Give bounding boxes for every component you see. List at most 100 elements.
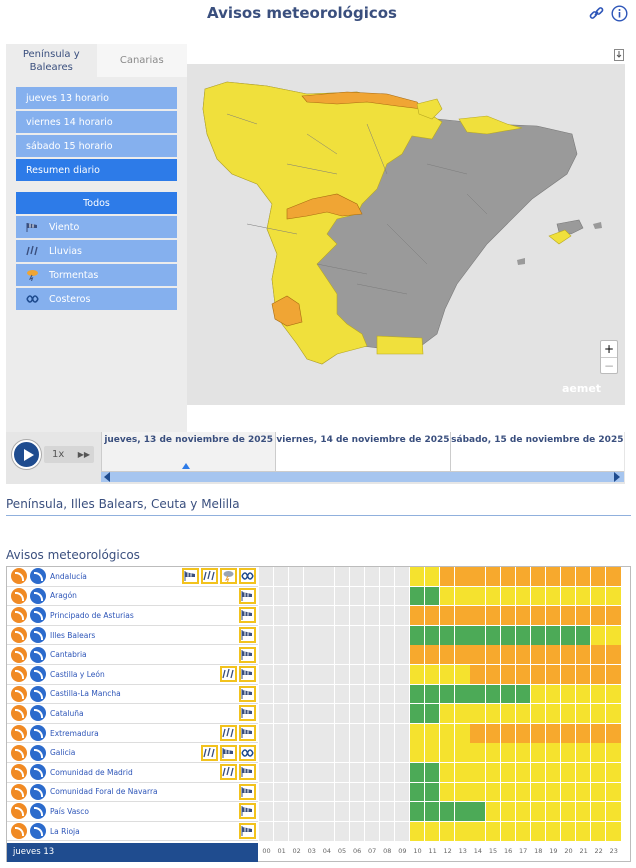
hour-cell[interactable] bbox=[455, 763, 470, 782]
hour-cell[interactable] bbox=[485, 665, 500, 684]
hour-cell[interactable] bbox=[274, 586, 289, 606]
hour-cell[interactable] bbox=[576, 567, 591, 586]
hour-cell[interactable] bbox=[304, 645, 319, 665]
region-name-link[interactable]: Illes Balears bbox=[50, 630, 96, 640]
hour-cell[interactable] bbox=[319, 763, 334, 782]
hour-cell[interactable] bbox=[364, 645, 379, 665]
hour-cell[interactable] bbox=[319, 743, 334, 763]
hour-cell[interactable] bbox=[470, 802, 485, 821]
region-name-link[interactable]: Andalucía bbox=[50, 571, 87, 581]
hour-cell[interactable] bbox=[576, 763, 591, 782]
hour-cell[interactable] bbox=[576, 625, 591, 645]
hour-cell[interactable] bbox=[364, 567, 379, 586]
rss-icon[interactable] bbox=[11, 823, 27, 840]
hour-cell[interactable] bbox=[545, 567, 561, 586]
hour-cell[interactable] bbox=[289, 665, 304, 684]
hour-cell[interactable] bbox=[470, 606, 485, 625]
hour-cell[interactable] bbox=[319, 665, 334, 684]
hour-cell[interactable] bbox=[455, 821, 470, 841]
hour-cell[interactable] bbox=[561, 802, 576, 821]
hour-cell[interactable] bbox=[394, 802, 410, 821]
hour-cell[interactable] bbox=[425, 704, 440, 723]
storm-icon[interactable] bbox=[220, 568, 237, 585]
hour-cell[interactable] bbox=[455, 723, 470, 743]
hour-cell[interactable] bbox=[304, 802, 319, 821]
hour-cell[interactable] bbox=[440, 567, 455, 586]
hour-cell[interactable] bbox=[576, 802, 591, 821]
hour-cell[interactable] bbox=[289, 763, 304, 782]
hour-cell[interactable] bbox=[470, 586, 485, 606]
hour-cell[interactable] bbox=[576, 821, 591, 841]
hour-cell[interactable] bbox=[591, 821, 606, 841]
hour-cell[interactable] bbox=[561, 586, 576, 606]
hour-cell[interactable] bbox=[545, 723, 561, 743]
feed-icon[interactable] bbox=[30, 607, 46, 624]
hour-cell[interactable] bbox=[530, 567, 546, 586]
hour-cell[interactable] bbox=[425, 606, 440, 625]
feed-icon[interactable] bbox=[30, 705, 46, 722]
hour-cell[interactable] bbox=[576, 645, 591, 665]
wind-icon[interactable] bbox=[239, 646, 256, 663]
hour-cell[interactable] bbox=[500, 625, 515, 645]
hour-cell[interactable] bbox=[349, 665, 364, 684]
hour-cell[interactable] bbox=[515, 763, 530, 782]
hour-cell[interactable] bbox=[304, 704, 319, 723]
hour-cell[interactable] bbox=[379, 763, 395, 782]
region-name-link[interactable]: Cantabria bbox=[50, 650, 87, 660]
hour-cell[interactable] bbox=[425, 567, 440, 586]
hour-cell[interactable] bbox=[606, 567, 621, 586]
hour-cell[interactable] bbox=[470, 763, 485, 782]
hour-cell[interactable] bbox=[500, 743, 515, 763]
feed-icon[interactable] bbox=[30, 803, 46, 820]
hour-cell[interactable] bbox=[515, 782, 530, 802]
hour-cell[interactable] bbox=[591, 743, 606, 763]
hour-cell[interactable] bbox=[485, 645, 500, 665]
zoom-in-button[interactable]: + bbox=[603, 342, 615, 356]
hour-cell[interactable] bbox=[274, 743, 289, 763]
hour-cell[interactable] bbox=[440, 684, 455, 704]
hour-cell[interactable] bbox=[591, 684, 606, 704]
hour-cell[interactable] bbox=[410, 606, 425, 625]
hour-cell[interactable] bbox=[379, 645, 395, 665]
hour-cell[interactable] bbox=[379, 723, 395, 743]
day-tab-viernes[interactable]: viernes, 14 de noviembre de 2025 bbox=[275, 432, 450, 471]
hour-cell[interactable] bbox=[455, 625, 470, 645]
hour-cell[interactable] bbox=[530, 665, 546, 684]
feed-icon[interactable] bbox=[30, 627, 46, 644]
hour-cell[interactable] bbox=[274, 606, 289, 625]
rss-icon[interactable] bbox=[11, 568, 27, 585]
feed-icon[interactable] bbox=[30, 685, 46, 702]
hour-cell[interactable] bbox=[259, 684, 274, 704]
hour-cell[interactable] bbox=[500, 586, 515, 606]
hour-cell[interactable] bbox=[289, 684, 304, 704]
hour-cell[interactable] bbox=[545, 665, 561, 684]
hour-cell[interactable] bbox=[410, 763, 425, 782]
hour-cell[interactable] bbox=[259, 665, 274, 684]
hour-cell[interactable] bbox=[591, 606, 606, 625]
hour-cell[interactable] bbox=[530, 645, 546, 665]
hour-cell[interactable] bbox=[334, 645, 349, 665]
hour-cell[interactable] bbox=[364, 625, 379, 645]
hour-cell[interactable] bbox=[606, 704, 621, 723]
hour-cell[interactable] bbox=[606, 743, 621, 763]
wind-icon[interactable] bbox=[239, 764, 256, 781]
hour-cell[interactable] bbox=[530, 625, 546, 645]
hour-cell[interactable] bbox=[259, 606, 274, 625]
hour-cell[interactable] bbox=[349, 743, 364, 763]
hour-cell[interactable] bbox=[500, 763, 515, 782]
hour-cell[interactable] bbox=[349, 723, 364, 743]
hour-cell[interactable] bbox=[259, 763, 274, 782]
hour-cell[interactable] bbox=[274, 782, 289, 802]
region-name-link[interactable]: Galicia bbox=[50, 748, 76, 758]
hour-cell[interactable] bbox=[425, 684, 440, 704]
hour-cell[interactable] bbox=[394, 645, 410, 665]
hour-cell[interactable] bbox=[364, 743, 379, 763]
hour-cell[interactable] bbox=[334, 665, 349, 684]
hour-cell[interactable] bbox=[455, 567, 470, 586]
hour-cell[interactable] bbox=[425, 782, 440, 802]
hour-cell[interactable] bbox=[289, 586, 304, 606]
hour-cell[interactable] bbox=[545, 645, 561, 665]
hour-cell[interactable] bbox=[606, 763, 621, 782]
region-name-link[interactable]: Castilla y León bbox=[50, 669, 105, 679]
rain-icon[interactable] bbox=[220, 764, 237, 781]
